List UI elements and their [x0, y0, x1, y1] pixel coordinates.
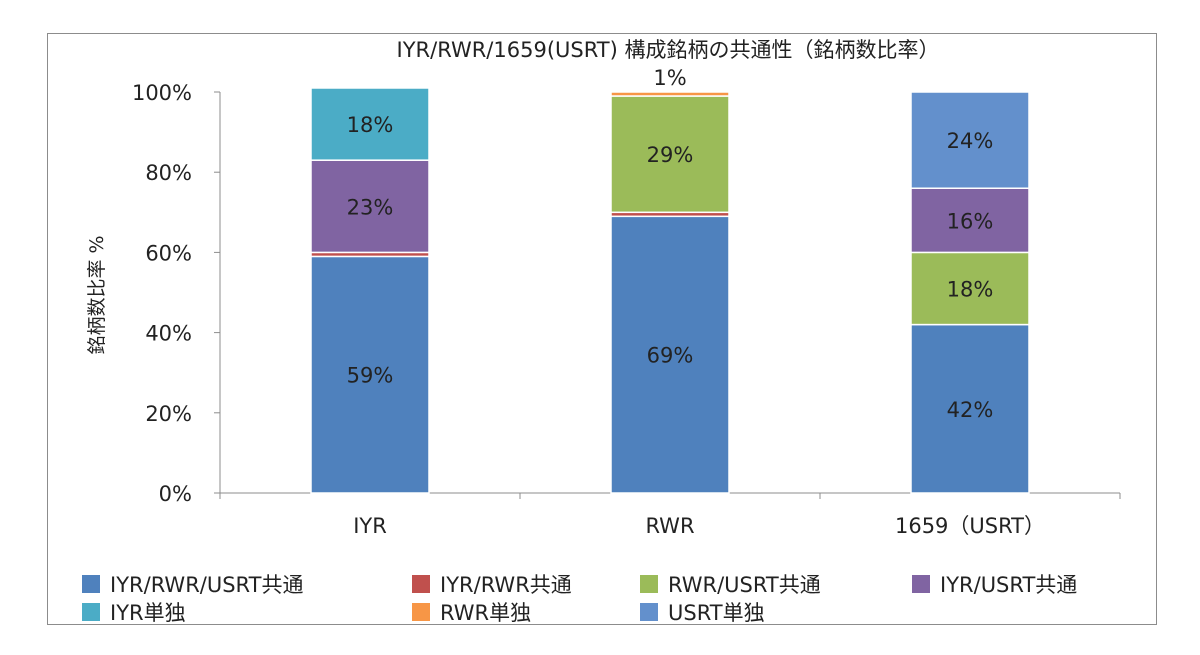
- bar-segment: [310, 255, 430, 494]
- bar-segment: [310, 159, 430, 254]
- legend-swatch: [412, 603, 430, 621]
- y-tick-label: 80%: [145, 161, 192, 185]
- y-axis-label: 銘柄数比率 %: [86, 235, 108, 354]
- bar-segment: [910, 91, 1030, 189]
- y-tick-label: 60%: [145, 241, 192, 265]
- data-label: 24%: [947, 129, 994, 153]
- chart-frame: [47, 33, 1157, 625]
- x-category-label: RWR: [645, 514, 694, 538]
- bar-segment: [610, 215, 730, 494]
- legend-swatch: [640, 575, 658, 593]
- legend-label: USRT単独: [668, 601, 765, 625]
- bar-segment: [310, 87, 430, 161]
- bar-segment: [910, 251, 1030, 326]
- x-category-label: IYR: [353, 514, 387, 538]
- data-label: 1%: [653, 66, 686, 90]
- data-label: 59%: [347, 364, 394, 388]
- data-label: 18%: [347, 113, 394, 137]
- data-label: 23%: [347, 195, 394, 219]
- legend: IYR/RWR/USRT共通 IYR/RWR共通 RWR/USRT共通 IYR/USR…: [82, 573, 1077, 625]
- legend-swatch: [412, 575, 430, 593]
- legend-label: IYR単独: [110, 601, 186, 625]
- data-label: 29%: [647, 143, 694, 167]
- legend-swatch: [82, 575, 100, 593]
- x-category-label: 1659（USRT）: [895, 514, 1045, 538]
- bar-segment: [910, 187, 1030, 254]
- bar-segment: [910, 323, 1030, 494]
- y-tick-label: 20%: [145, 402, 192, 426]
- y-tick-label: 100%: [132, 81, 192, 105]
- chart-title: IYR/RWR/1659(USRT) 構成銘柄の共通性（銘柄数比率）: [397, 38, 940, 62]
- axes: 0% 20% 40% 60% 80% 100% IYR RWR 1659（USRT）: [132, 81, 1121, 538]
- legend-swatch: [640, 603, 658, 621]
- legend-label: IYR/USRT共通: [940, 573, 1077, 597]
- data-label: 42%: [947, 398, 994, 422]
- legend-label: IYR/RWR共通: [440, 573, 572, 597]
- data-label: 16%: [947, 209, 994, 233]
- bar-segment: [610, 91, 730, 97]
- bars: 59%1%23%18%69%1%29%1%42%18%16%24%: [310, 66, 1030, 494]
- legend-label: RWR単独: [440, 601, 531, 625]
- data-label: 18%: [947, 277, 994, 301]
- bar-segment: [610, 95, 730, 214]
- y-tick-label: 0%: [159, 482, 192, 506]
- legend-swatch: [912, 575, 930, 593]
- y-tick-label: 40%: [145, 322, 192, 346]
- legend-swatch: [82, 603, 100, 621]
- legend-label: RWR/USRT共通: [668, 573, 821, 597]
- legend-label: IYR/RWR/USRT共通: [110, 573, 303, 597]
- data-label: 69%: [647, 344, 694, 368]
